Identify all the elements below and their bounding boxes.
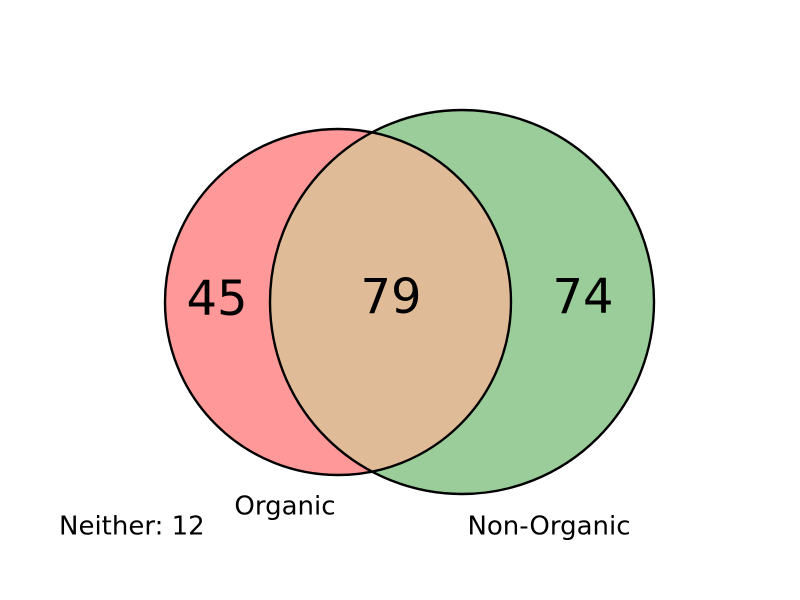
- organic-only-count: 45: [186, 271, 247, 327]
- non-organic-only-count: 74: [552, 269, 613, 325]
- neither-label: Neither: 12: [59, 512, 205, 542]
- non-organic-circle-outline: [268, 108, 656, 496]
- organic-label: Organic: [234, 492, 335, 522]
- organic-circle-outline: [163, 127, 513, 477]
- intersection-count: 79: [360, 269, 421, 325]
- intersection-fill: [270, 129, 511, 475]
- non-organic-label: Non-Organic: [467, 512, 630, 542]
